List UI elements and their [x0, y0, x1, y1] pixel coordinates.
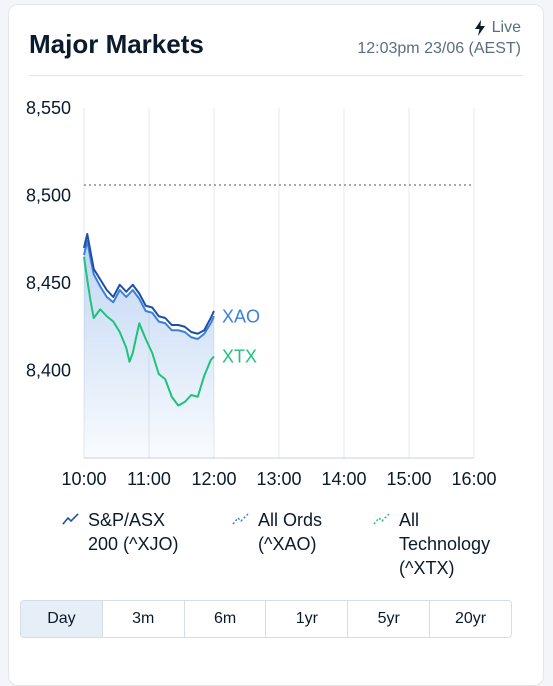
range-5yr-button[interactable]: 5yr [347, 601, 429, 637]
y-tick-label: 8,550 [26, 98, 71, 118]
series-end-label: XTX [222, 347, 257, 367]
range-day-button[interactable]: Day [21, 601, 102, 637]
series-line-xao [83, 240, 215, 340]
line-chart-icon [373, 513, 390, 525]
page-title: Major Markets [29, 29, 204, 59]
live-indicator: Live [474, 19, 521, 37]
y-tick-label: 8,400 [26, 361, 71, 381]
series-line-xjo [83, 233, 215, 335]
range-20yr-button[interactable]: 20yr [429, 601, 511, 637]
legend-item-xtx[interactable]: All Technology (^XTX) [373, 508, 490, 580]
series-end-label: XAO [222, 306, 260, 326]
y-tick-label: 8,450 [26, 273, 71, 293]
x-tick-label: 11:00 [127, 469, 171, 489]
legend-item-xjo[interactable]: S&P/ASX 200 (^XJO) [62, 508, 178, 556]
y-tick-label: 8,500 [26, 186, 71, 206]
x-tick-label: 13:00 [256, 469, 301, 489]
x-tick-label: 12:00 [191, 469, 236, 489]
line-chart-icon [232, 513, 249, 525]
lightning-icon [474, 20, 485, 36]
range-6m-button[interactable]: 6m [183, 601, 266, 637]
legend-label-xjo: S&P/ASX 200 (^XJO) [88, 510, 179, 554]
x-tick-label: 10:00 [61, 469, 106, 489]
legend-item-xao[interactable]: All Ords (^XAO) [232, 508, 322, 556]
market-line-chart: 8,550 8,500 8,450 8,400 10:00 11:00 12:00 13:00… [26, 98, 497, 489]
time-range-selector: Day 3m 6m 1yr 5yr 20yr [20, 600, 512, 638]
legend-label-xao: All Ords (^XAO) [258, 510, 323, 554]
legend-label-xtx: All Technology (^XTX) [399, 510, 491, 578]
header-divider [29, 75, 523, 76]
x-tick-label: 15:00 [386, 469, 431, 489]
timestamp: 12:03pm 23/06 (AEST) [357, 40, 521, 57]
x-tick-label: 16:00 [451, 469, 496, 489]
range-1yr-button[interactable]: 1yr [265, 601, 347, 637]
series-line-xtx [83, 256, 215, 407]
range-3m-button[interactable]: 3m [101, 601, 184, 637]
line-chart-icon [62, 513, 79, 525]
x-tick-label: 14:00 [321, 469, 366, 489]
live-label: Live [491, 19, 521, 36]
